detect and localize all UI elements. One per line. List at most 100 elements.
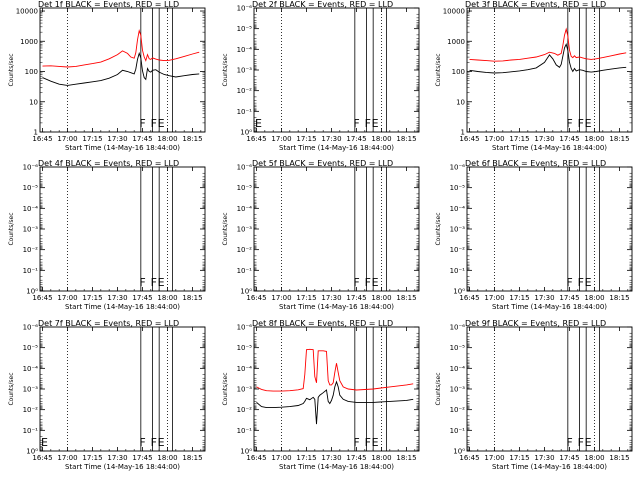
- flag-label: F: [365, 276, 371, 289]
- x-tick-label: 17:15: [82, 454, 102, 462]
- plot-frame: [253, 166, 420, 292]
- y-tick-label: 10000: [16, 8, 38, 16]
- x-tick-label: 16:45: [246, 294, 266, 302]
- y-tick-label: 10⁻⁶: [23, 164, 39, 172]
- panel-title: Det 1f BLACK = Events, RED = LLD: [38, 0, 179, 9]
- flag-label: E: [372, 117, 379, 130]
- y-axis-label: Counts/sec: [435, 372, 442, 405]
- y-tick-label: 10⁻³: [237, 386, 253, 394]
- x-tick-label: 18:00: [157, 454, 177, 462]
- y-tick-label: 10⁻⁴: [450, 365, 466, 373]
- flag-label: F: [365, 436, 371, 449]
- x-tick-label: 17:30: [534, 135, 554, 143]
- x-tick-label: 18:00: [584, 135, 604, 143]
- flag-label: F: [353, 276, 359, 289]
- x-axis-label: Start Time (14-May-16 18:44:00): [279, 144, 394, 152]
- y-axis-label: Counts/sec: [222, 53, 229, 86]
- x-tick-label: 16:45: [459, 454, 479, 462]
- flag-label: F: [151, 436, 157, 449]
- flag-label: F: [566, 117, 572, 130]
- x-tick-label: 17:30: [107, 454, 127, 462]
- y-tick-label: 10⁻¹: [450, 267, 466, 275]
- x-tick-label: 18:15: [182, 294, 202, 302]
- flag-label: F: [578, 276, 584, 289]
- panel-title: Det 6f BLACK = Events, RED = LLD: [465, 159, 606, 168]
- panel-title: Det 5f BLACK = Events, RED = LLD: [252, 159, 393, 168]
- x-tick-label: 17:45: [346, 135, 366, 143]
- x-tick-label: 18:15: [609, 135, 629, 143]
- x-tick-label: 17:00: [484, 135, 504, 143]
- x-tick-label: 17:00: [57, 294, 77, 302]
- y-tick-label: 10⁻¹: [23, 267, 39, 275]
- y-tick-label: 10⁻⁶: [450, 324, 466, 332]
- y-tick-label: 10⁻⁴: [23, 365, 39, 373]
- y-tick-label: 10⁻³: [450, 386, 466, 394]
- x-tick-label: 17:30: [321, 294, 341, 302]
- y-tick-label: 10⁻²: [450, 406, 466, 414]
- x-tick-label: 17:15: [296, 454, 316, 462]
- y-axis-label: Counts/sec: [222, 372, 229, 405]
- x-tick-label: 17:15: [296, 294, 316, 302]
- plot-frame: [466, 166, 633, 292]
- flag-label: E: [255, 117, 262, 130]
- x-axis-label: Start Time (14-May-16 18:44:00): [65, 303, 180, 311]
- x-axis-label: Start Time (14-May-16 18:44:00): [492, 144, 607, 152]
- y-tick-label: 10⁻²: [237, 87, 253, 95]
- events-line: [42, 51, 200, 86]
- x-tick-label: 18:00: [157, 135, 177, 143]
- y-tick-label: 1: [34, 129, 38, 137]
- x-tick-label: 18:15: [182, 135, 202, 143]
- y-axis-label: Counts/sec: [8, 212, 15, 245]
- x-tick-label: 17:15: [296, 135, 316, 143]
- x-tick-label: 18:15: [396, 454, 416, 462]
- y-tick-label: 10: [29, 98, 38, 106]
- events-line: [469, 42, 627, 74]
- x-axis-label: Start Time (14-May-16 18:44:00): [65, 463, 180, 471]
- x-tick-label: 17:15: [82, 294, 102, 302]
- y-tick-label: 10⁻⁴: [237, 46, 253, 54]
- flag-label: F: [139, 117, 145, 130]
- y-tick-label: 10⁰: [240, 129, 252, 137]
- y-tick-label: 10⁻⁶: [237, 324, 253, 332]
- flag-label: E: [585, 276, 592, 289]
- x-tick-label: 17:00: [57, 454, 77, 462]
- y-tick-label: 10⁰: [453, 288, 465, 296]
- panel-title: Det 9f BLACK = Events, RED = LLD: [465, 319, 606, 328]
- panel-det-5: Det 5f BLACK = Events, RED = LLD F F E 16:45…: [222, 159, 420, 311]
- y-tick-label: 100: [452, 68, 465, 76]
- panel-title: Det 7f BLACK = Events, RED = LLD: [38, 319, 179, 328]
- x-tick-label: 17:00: [484, 294, 504, 302]
- plot-frame: [253, 326, 420, 452]
- x-tick-label: 17:30: [107, 294, 127, 302]
- x-tick-label: 17:45: [346, 454, 366, 462]
- x-tick-label: 18:00: [584, 454, 604, 462]
- x-tick-label: 18:15: [396, 135, 416, 143]
- y-tick-label: 10⁻³: [237, 67, 253, 75]
- x-tick-label: 18:00: [371, 294, 391, 302]
- flag-label: F: [566, 436, 572, 449]
- x-axis-label: Start Time (14-May-16 18:44:00): [279, 303, 394, 311]
- x-tick-label: 17:45: [559, 294, 579, 302]
- x-tick-label: 17:30: [534, 454, 554, 462]
- y-axis-label: Counts/sec: [8, 372, 15, 405]
- plot-frame: [466, 7, 633, 133]
- y-tick-label: 10⁻⁴: [237, 365, 253, 373]
- x-tick-label: 18:15: [609, 454, 629, 462]
- x-tick-label: 18:15: [609, 294, 629, 302]
- y-tick-label: 10⁻⁴: [237, 205, 253, 213]
- events-line: [256, 380, 414, 425]
- plot-frame: [39, 326, 206, 452]
- x-axis-label: Start Time (14-May-16 18:44:00): [65, 144, 180, 152]
- flag-label: F: [151, 117, 157, 130]
- panel-det-3: Det 3f BLACK = Events, RED = LLD F F E 16:45…: [435, 0, 633, 152]
- y-tick-label: 10⁻⁵: [237, 25, 253, 33]
- x-tick-label: 18:00: [584, 294, 604, 302]
- y-tick-label: 10: [456, 98, 465, 106]
- lld-line: [469, 27, 627, 62]
- x-tick-label: 17:45: [559, 454, 579, 462]
- x-tick-label: 16:45: [32, 294, 52, 302]
- x-tick-label: 17:30: [534, 294, 554, 302]
- y-tick-label: 10⁻⁵: [23, 184, 39, 192]
- y-tick-label: 100: [25, 68, 38, 76]
